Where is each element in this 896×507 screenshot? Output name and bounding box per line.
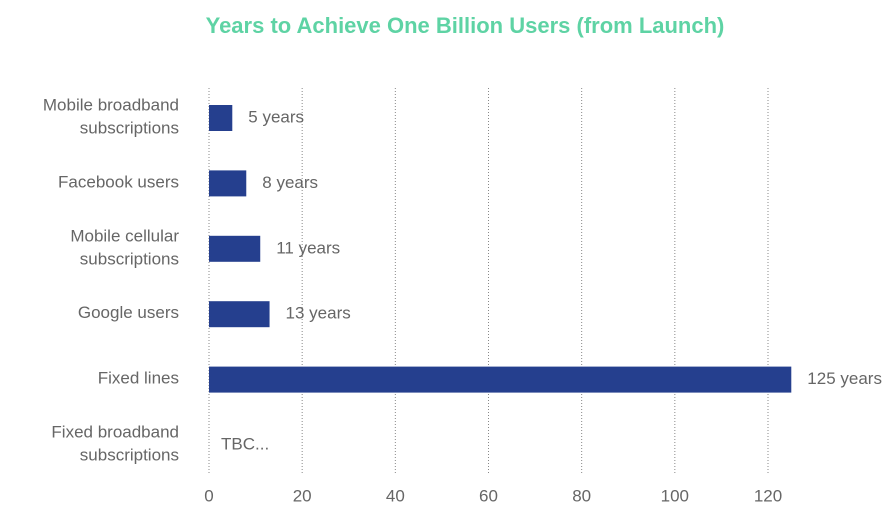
value-label: 13 years — [286, 304, 351, 323]
x-tick-label: 60 — [479, 486, 498, 505]
x-tick-label: 20 — [293, 486, 312, 505]
y-tick-label: Mobile cellular subscriptions — [70, 227, 179, 269]
y-tick-label: Facebook users — [58, 173, 179, 192]
bar — [209, 366, 792, 393]
bar — [209, 301, 270, 328]
bar — [209, 105, 233, 131]
x-tick-label: 100 — [661, 486, 689, 505]
value-label: 125 years — [807, 369, 882, 388]
value-label: TBC... — [221, 434, 269, 453]
value-label: 11 years — [276, 238, 340, 257]
bar — [209, 170, 247, 197]
y-tick-label: Fixed broadband subscriptions — [51, 423, 179, 465]
value-label: 8 years — [262, 173, 318, 192]
x-tick-label: 0 — [204, 486, 213, 505]
x-tick-label: 120 — [754, 486, 782, 505]
chart-title: Years to Achieve One Billion Users (from… — [206, 13, 725, 38]
y-tick-label: Google users — [78, 304, 179, 323]
value-label: 5 years — [248, 107, 304, 126]
x-tick-label: 80 — [572, 486, 591, 505]
x-tick-label: 40 — [386, 486, 405, 505]
y-tick-label: Mobile broadband subscriptions — [43, 96, 179, 138]
y-tick-label: Fixed lines — [98, 369, 179, 388]
bar — [209, 235, 261, 262]
